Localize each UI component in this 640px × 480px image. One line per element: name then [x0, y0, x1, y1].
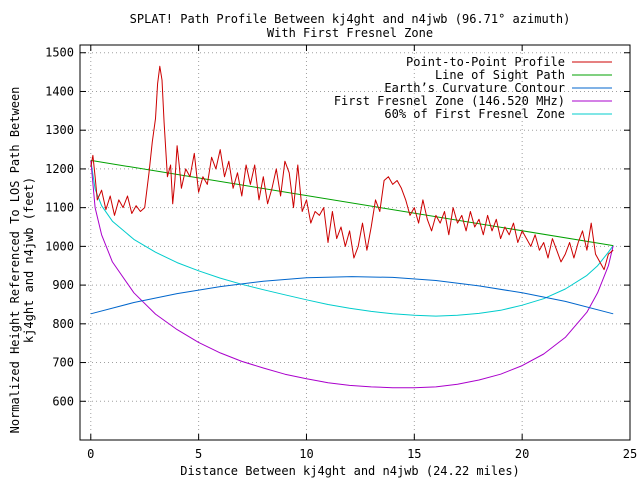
legend-label: Earth’s Curvature Contour: [384, 81, 565, 95]
y-tick-label: 900: [52, 278, 74, 292]
chart-series-group: [90, 65, 614, 389]
x-tick-label: 10: [299, 447, 313, 461]
y-tick-label: 1100: [45, 201, 74, 215]
series-line-2: [90, 276, 614, 315]
x-axis-label: Distance Between kj4ght and n4jwb (24.22…: [180, 464, 520, 478]
y-tick-label: 1400: [45, 84, 74, 98]
x-tick-label: 15: [407, 447, 421, 461]
x-tick-label: 0: [87, 447, 94, 461]
y-tick-label: 1300: [45, 123, 74, 137]
series-line-3: [90, 160, 614, 389]
chart-subtitle: With First Fresnel Zone: [267, 26, 433, 40]
x-tick-label: 25: [623, 447, 637, 461]
legend-label: Line of Sight Path: [435, 68, 565, 82]
legend-label: 60% of First Fresnel Zone: [384, 107, 565, 121]
series-line-0: [90, 65, 614, 271]
series-line-4: [90, 160, 614, 317]
y-tick-label: 1000: [45, 239, 74, 253]
series-line-1: [90, 159, 614, 247]
legend-label: Point-to-Point Profile: [406, 55, 565, 69]
y-axis-label-line1: Normalized Height Referenced To LOS Path…: [8, 87, 22, 434]
chart-title: SPLAT! Path Profile Between kj4ght and n…: [130, 12, 571, 26]
y-tick-label: 700: [52, 356, 74, 370]
chart-ticks: 0 5 10 15 20 25 600 700 800 900 1000 1100 1200 1300 14…: [45, 45, 637, 461]
y-tick-label: 600: [52, 394, 74, 408]
y-axis-label-line2: kj4ght and n4jwb (feet): [22, 177, 36, 343]
x-tick-label: 5: [195, 447, 202, 461]
y-tick-label: 1500: [45, 46, 74, 60]
x-tick-label: 20: [515, 447, 529, 461]
y-tick-label: 800: [52, 317, 74, 331]
legend-label: First Fresnel Zone (146.520 MHz): [334, 94, 565, 108]
y-tick-label: 1200: [45, 162, 74, 176]
plot-frame: [79, 44, 631, 441]
